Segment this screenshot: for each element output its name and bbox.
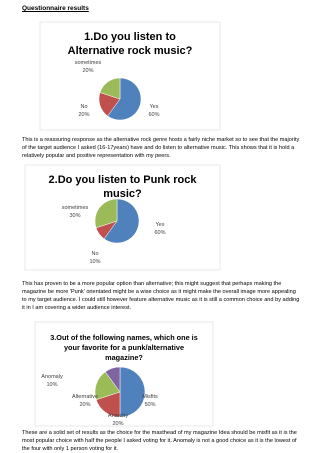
slice-value-label: 20%: [79, 402, 90, 408]
slice-value-label: 20%: [112, 421, 123, 427]
slice-value-label: 20%: [78, 112, 89, 118]
slice-value-label: 50%: [144, 402, 155, 408]
heading: Questionnaire results: [22, 5, 89, 12]
slice-label: sometimes: [75, 60, 102, 66]
slice-label: Yes: [156, 222, 165, 228]
pie-slice: [94, 198, 118, 229]
slice-value-label: 60%: [154, 230, 165, 236]
chart-title: music?: [103, 188, 142, 200]
pie-slice: [103, 198, 140, 244]
slice-value-label: 60%: [148, 112, 159, 118]
pie-slice: [107, 77, 142, 121]
pie-slice: [104, 366, 121, 393]
paragraph: These are a solid set of results as the …: [22, 430, 297, 452]
slice-value-label: 10%: [46, 382, 57, 388]
slice-label: No: [80, 104, 87, 110]
slice-value-label: 30%: [69, 213, 80, 219]
chart-title: magazine?: [105, 353, 143, 362]
chart-title: 2.Do you listen to Punk rock: [49, 174, 198, 186]
chart-title: Alternative rock music?: [68, 45, 193, 57]
pie-slice: [119, 366, 146, 418]
paragraph: This has proven to be a more popular opt…: [22, 281, 300, 311]
slice-value-label: 20%: [82, 68, 93, 74]
slice-label: Anomaly: [41, 374, 63, 380]
paragraph: This is a reassuring response as the alt…: [22, 137, 300, 159]
chart-title: 3.Out of the following names, which one …: [50, 333, 198, 342]
slice-label: No: [91, 251, 98, 257]
slice-label: Misfits: [142, 394, 158, 400]
chart-title: 1.Do you listen to: [84, 31, 176, 43]
chart-title: your favorite for a punk/alternative: [64, 343, 184, 352]
slice-value-label: 10%: [89, 259, 100, 265]
slice-label: Alternative: [72, 394, 98, 400]
slice-label: Yes: [150, 104, 159, 110]
pie-slice: [99, 77, 121, 100]
slice-label: Anarchy: [108, 413, 128, 419]
slice-label: sometimes: [62, 205, 89, 211]
